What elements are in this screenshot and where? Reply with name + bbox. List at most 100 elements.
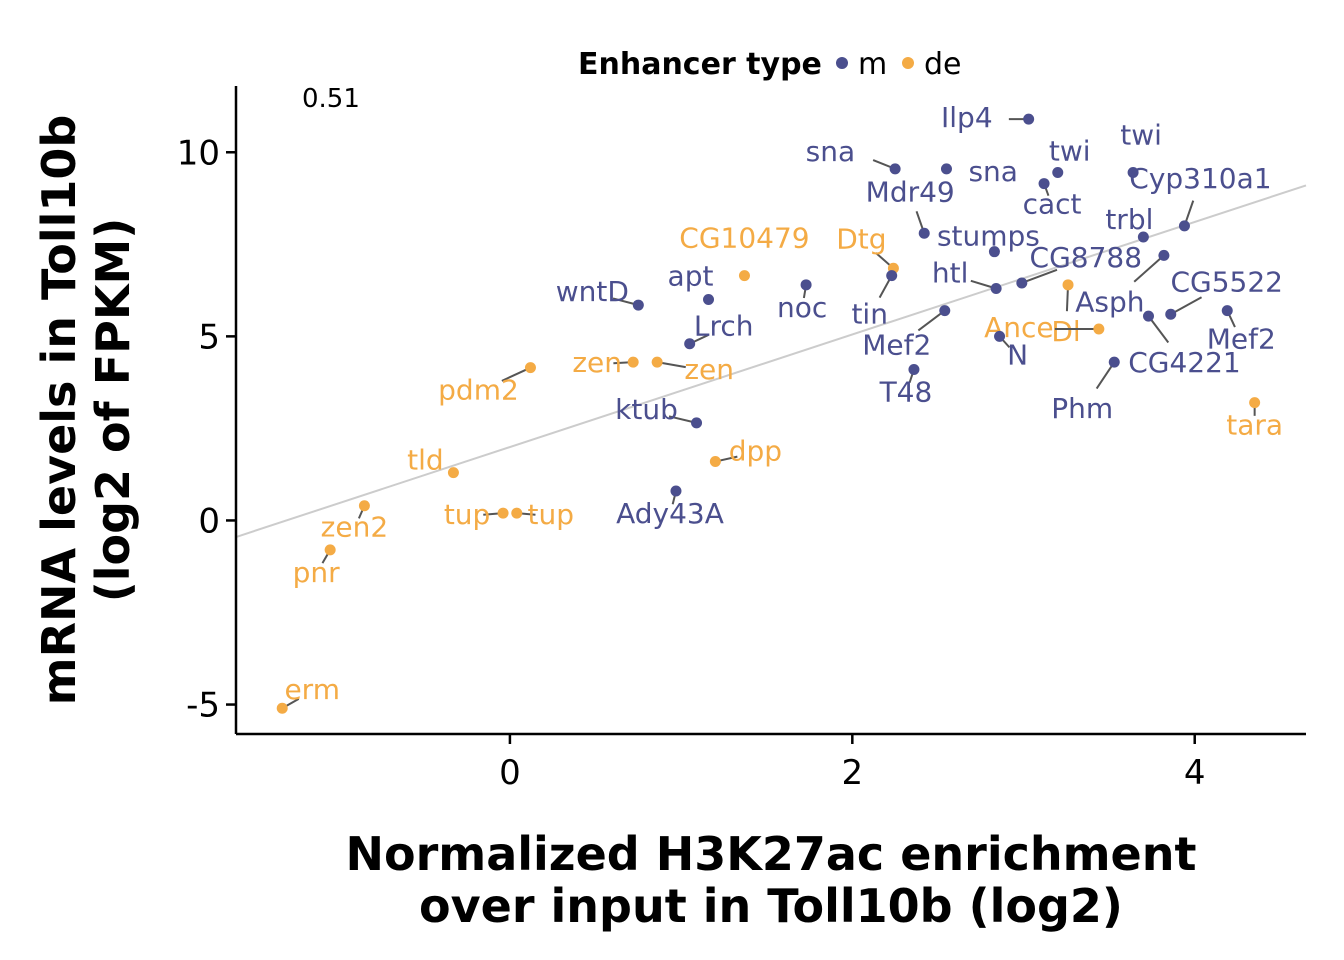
scatter-point — [703, 294, 715, 306]
y-tick-label: 5 — [198, 317, 220, 357]
point-label: Asph — [1075, 285, 1144, 318]
scatter-point — [1249, 397, 1261, 409]
scatter-point — [1221, 305, 1233, 317]
point-label: twi — [1049, 135, 1091, 168]
scatter-point — [447, 467, 459, 479]
scatter-point — [1178, 220, 1190, 232]
point-label: Dl — [1051, 315, 1080, 348]
legend-marker-m — [836, 57, 848, 69]
y-axis-title: mRNA levels in Toll10b (log2 of FPKM) — [32, 115, 140, 706]
point-label: Mef2 — [1207, 323, 1276, 356]
point-label: CG8788 — [1030, 241, 1143, 274]
point-label: tld — [407, 444, 444, 477]
point-label: CG10479 — [679, 222, 809, 255]
scatter-point — [1062, 279, 1074, 291]
legend: Enhancer type m de — [578, 47, 962, 82]
scatter-point — [358, 500, 370, 512]
scatter-point — [1016, 277, 1028, 289]
scatter-point — [994, 330, 1006, 342]
scatter-point — [276, 702, 288, 714]
x-tick-label: 0 — [499, 753, 521, 793]
point-label: Mdr49 — [866, 175, 955, 208]
scatter-point — [939, 305, 951, 317]
label-leader — [1147, 315, 1170, 344]
x-axis-title-line-2: over input in Toll10b (log2) — [419, 879, 1123, 933]
point-label: dpp — [729, 435, 782, 468]
point-label: wntD — [556, 275, 629, 308]
point-label: sna — [806, 135, 856, 168]
scatter-point — [1052, 167, 1064, 179]
scatter-point — [324, 544, 336, 556]
point-label: erm — [284, 673, 340, 706]
x-ticks: 0 2 4 — [499, 734, 1206, 793]
scatter-point — [497, 507, 509, 519]
point-label: tara — [1226, 409, 1283, 442]
x-axis-title-line-1: Normalized H3K27ac enrichment — [346, 827, 1197, 881]
point-label: tin — [851, 298, 888, 331]
scatter-point — [627, 356, 639, 368]
point-label: Mef2 — [862, 329, 931, 362]
point-label: cact — [1023, 188, 1082, 221]
point-label: stumps — [937, 220, 1040, 253]
x-tick-label: 2 — [841, 753, 863, 793]
point-label: apt — [668, 260, 714, 293]
y-axis-title-line-1: mRNA levels in Toll10b — [32, 115, 86, 706]
y-ticks: -5 0 5 10 — [177, 133, 236, 726]
point-label: htl — [932, 257, 969, 290]
point-label: Ilp4 — [941, 101, 993, 134]
point-label: CG5522 — [1170, 265, 1283, 298]
scatter-point — [918, 227, 930, 239]
point-label: zen — [572, 346, 622, 379]
label-leader — [1021, 268, 1058, 284]
legend-title: Enhancer type — [578, 47, 822, 82]
y-tick-label: -5 — [186, 686, 220, 726]
correlation-annotation: 0.51 — [302, 84, 360, 114]
point-label: tup — [528, 498, 575, 531]
scatter-point — [889, 163, 901, 175]
scatter-point — [1023, 113, 1035, 125]
point-label: Lrch — [694, 310, 754, 343]
point-label: pdm2 — [438, 374, 519, 407]
scatter-point — [990, 283, 1002, 294]
scatter-point — [709, 456, 721, 468]
scatter-point — [684, 338, 696, 350]
scatter-point — [1108, 356, 1120, 368]
scatter-point — [670, 485, 682, 497]
point-label: Cyp310a1 — [1129, 162, 1271, 195]
point-label: sna — [968, 155, 1018, 188]
point-label: N — [1007, 338, 1028, 371]
regression-line — [235, 184, 1307, 538]
point-label: tup — [444, 498, 491, 531]
legend-label-de: de — [924, 47, 962, 82]
point-label: T48 — [879, 376, 933, 409]
point-label: ktub — [615, 393, 678, 426]
point-label: twi — [1120, 119, 1162, 152]
label-leader — [1170, 296, 1203, 316]
label-leader — [1133, 254, 1165, 283]
scatter-point — [1137, 231, 1149, 243]
label-leader — [917, 309, 946, 332]
scatter-point — [1158, 249, 1170, 261]
x-tick-label: 4 — [1184, 753, 1206, 793]
point-label: CG4221 — [1128, 346, 1241, 379]
y-axis-title-line-2: (log2 of FPKM) — [86, 218, 140, 603]
legend-label-m: m — [858, 47, 887, 82]
scatter-point — [738, 270, 750, 282]
point-label: Phm — [1051, 392, 1113, 425]
scatter-point — [524, 362, 536, 374]
scatter-point — [511, 507, 523, 519]
scatter-point — [1127, 167, 1139, 179]
scatter-point — [1165, 308, 1177, 320]
scatter-point — [632, 299, 644, 311]
scatter-point — [1038, 178, 1050, 190]
point-label: noc — [777, 291, 827, 324]
scatter-point — [1093, 323, 1105, 335]
scatter-point — [886, 270, 898, 282]
point-label: Dtg — [836, 222, 886, 255]
y-tick-label: 10 — [177, 133, 220, 173]
legend-marker-de — [902, 57, 914, 69]
scatter-point — [651, 356, 663, 368]
scatter-point — [940, 163, 952, 175]
